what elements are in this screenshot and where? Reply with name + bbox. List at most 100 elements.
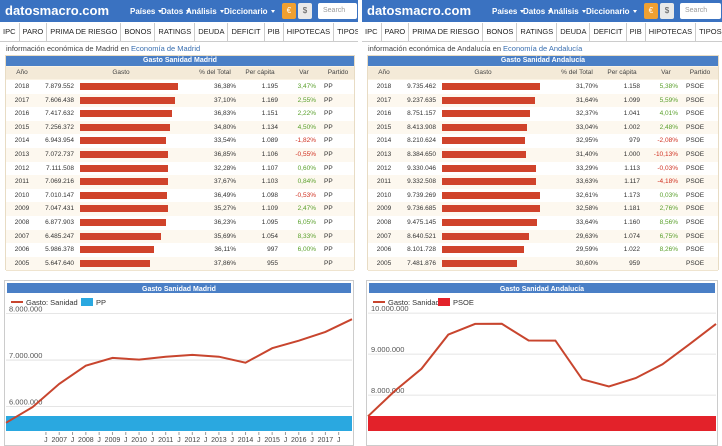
- table-row: 2018 7.879.552 36,38% 1.195 3,47% PP: [6, 80, 354, 95]
- breadcrumb-text: información económica de Andalucía en: [368, 44, 502, 53]
- chart-title: Gasto Sanidad Andalucía: [500, 286, 584, 293]
- tab[interactable]: BONOS: [483, 23, 518, 41]
- column-header: Var: [299, 69, 309, 76]
- per-capita-cell: 1.134: [261, 123, 278, 131]
- gasto-cell: 9.475.145: [407, 219, 436, 226]
- currency-button[interactable]: $: [298, 3, 312, 19]
- tab[interactable]: PARO: [20, 23, 48, 41]
- currency-button[interactable]: $: [660, 3, 674, 19]
- tab[interactable]: DEUDA: [557, 23, 591, 41]
- gasto-bar: [442, 151, 527, 158]
- series-line: [5, 318, 353, 424]
- tab[interactable]: PRIMA DE RIESGO: [47, 23, 122, 41]
- breadcrumb-link[interactable]: Economía de Madrid: [130, 44, 201, 53]
- year-cell: 2015: [14, 123, 30, 131]
- search-input[interactable]: Search: [680, 3, 721, 19]
- per-capita-cell: 1.041: [623, 110, 640, 118]
- x-tick-label: J: [230, 437, 234, 444]
- tab[interactable]: DEFICIT: [228, 23, 265, 41]
- pct-cell: 36,38%: [213, 83, 236, 90]
- pct-cell: 32,95%: [575, 137, 598, 145]
- tab[interactable]: HIPOTECAS: [646, 23, 697, 41]
- tab[interactable]: PIB: [265, 23, 284, 41]
- var-cell: 4,50%: [297, 123, 316, 131]
- year-cell: 2005: [14, 259, 30, 267]
- gasto-cell: 7.072.737: [45, 151, 74, 158]
- per-capita-cell: 1.054: [261, 232, 278, 240]
- y-tick-label: 8.000.000: [9, 305, 42, 314]
- party-cell: PP: [324, 259, 333, 267]
- tab-bar: IPC PARO PRIMA DE RIESGO BONOS RATINGS DEUDA D…: [362, 23, 722, 42]
- tab[interactable]: DEFICIT: [590, 23, 627, 41]
- pct-cell: 33,29%: [575, 164, 598, 172]
- currency-button[interactable]: €: [282, 3, 296, 19]
- logo[interactable]: datosmacro.com: [367, 3, 472, 18]
- tab[interactable]: BONOS: [121, 23, 156, 41]
- year-cell: 2010: [14, 191, 30, 199]
- var-cell: -0,03%: [657, 164, 678, 172]
- tab[interactable]: TIPOS: [334, 23, 358, 41]
- column-header: % del Total: [199, 69, 231, 76]
- table-row: 2017 9.237.635 31,64% 1.099 5,59% PSOE: [368, 93, 718, 109]
- year-cell: 2017: [14, 96, 30, 104]
- tab[interactable]: IPC: [362, 23, 382, 41]
- column-header: Partido: [327, 69, 349, 76]
- party-cell: PSOE: [686, 151, 705, 158]
- menu-item[interactable]: Datos: [523, 7, 552, 16]
- year-cell: 2016: [376, 110, 392, 118]
- var-cell: 5,38%: [659, 83, 678, 90]
- var-cell: 8,33%: [297, 232, 316, 240]
- breadcrumb-link[interactable]: Economía de Andalucía: [503, 44, 583, 53]
- year-cell: 2016: [14, 110, 30, 118]
- tab[interactable]: HIPOTECAS: [284, 23, 335, 41]
- tab[interactable]: RATINGS: [517, 23, 558, 41]
- tab[interactable]: PIB: [627, 23, 646, 41]
- per-capita-cell: 997: [267, 246, 278, 254]
- year-cell: 2014: [376, 137, 392, 145]
- year-cell: 2007: [376, 232, 392, 240]
- tab[interactable]: TIPOS: [696, 23, 722, 41]
- menu-item[interactable]: Datos: [161, 7, 190, 16]
- year-cell: 2013: [376, 151, 392, 158]
- gasto-cell: 9.739.269: [407, 191, 436, 199]
- pct-cell: 32,37%: [575, 110, 598, 118]
- currency-button[interactable]: €: [644, 3, 658, 19]
- x-tick-label: 2008: [78, 437, 94, 444]
- menu-item[interactable]: Análisis: [548, 7, 586, 16]
- tab[interactable]: IPC: [0, 23, 20, 41]
- var-cell: 6,05%: [297, 219, 316, 226]
- menu-item[interactable]: Países: [492, 7, 524, 16]
- x-tick-label: J: [97, 437, 101, 444]
- menu-item[interactable]: Diccionario: [224, 7, 275, 16]
- x-tick-label: J: [151, 437, 155, 444]
- column-header: Gasto: [474, 69, 492, 76]
- tab[interactable]: RATINGS: [155, 23, 196, 41]
- gasto-bar: [80, 137, 167, 145]
- logo[interactable]: datosmacro.com: [5, 3, 110, 18]
- search-input[interactable]: Search: [318, 3, 357, 19]
- gasto-bar: [442, 164, 536, 172]
- gasto-cell: 8.384.650: [407, 151, 436, 158]
- menu-item[interactable]: Diccionario: [586, 7, 637, 16]
- tab[interactable]: DEUDA: [195, 23, 229, 41]
- per-capita-cell: 959: [629, 259, 640, 267]
- menu-item[interactable]: Países: [130, 7, 162, 16]
- x-tick-label: 2016: [291, 437, 307, 444]
- gasto-bar: [80, 178, 168, 186]
- column-header: Per cápita: [245, 69, 275, 76]
- per-capita-cell: 1.160: [623, 219, 640, 226]
- tab[interactable]: PARO: [382, 23, 410, 41]
- table-header: Año Gasto % del Total Per cápita Var Partido: [6, 67, 354, 79]
- x-tick-label: 2009: [105, 437, 121, 444]
- year-cell: 2010: [376, 191, 392, 199]
- table-row: 2006 5.986.378 36,11% 997 6,00% PP: [6, 243, 354, 258]
- per-capita-cell: 1.095: [261, 219, 278, 226]
- tab[interactable]: PRIMA DE RIESGO: [409, 23, 484, 41]
- table-row: 2009 9.736.685 32,58% 1.181 2,76% PSOE: [368, 202, 718, 217]
- gasto-bar: [442, 259, 518, 267]
- navbar: datosmacro.com Países Datos Análisis Diccion…: [362, 0, 722, 22]
- gasto-bar: [80, 83, 178, 90]
- per-capita-cell: 1.000: [623, 151, 640, 158]
- menu-item[interactable]: Análisis: [186, 7, 224, 16]
